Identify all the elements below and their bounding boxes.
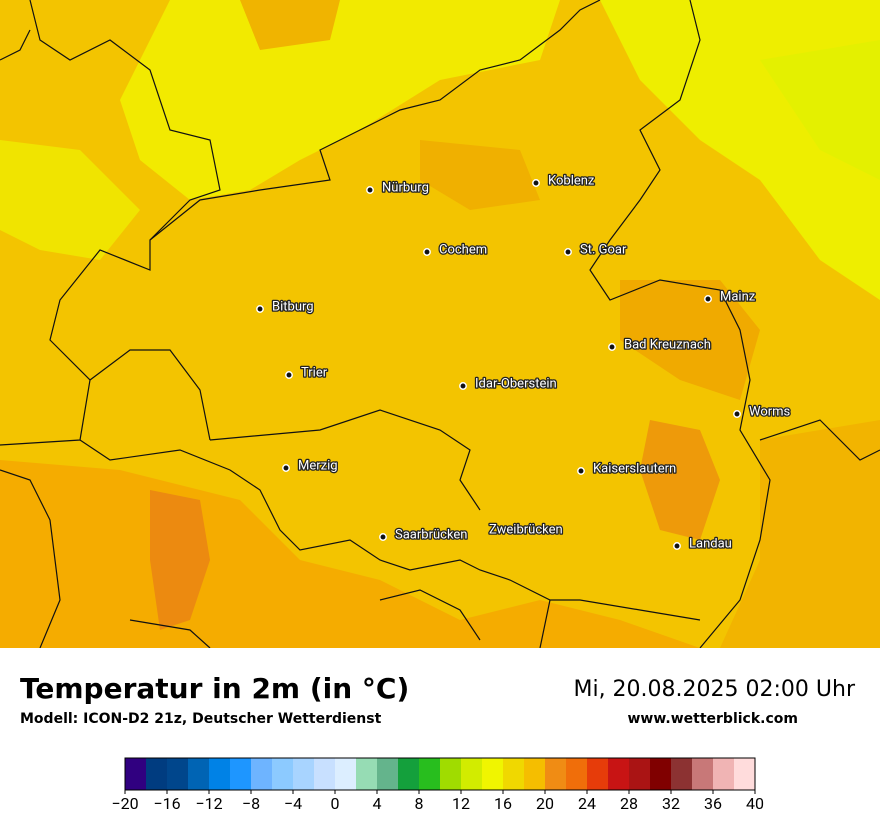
datetime: Mi, 20.08.2025 02:00 Uhr bbox=[573, 677, 855, 702]
colorbar-swatch bbox=[419, 758, 441, 790]
colorbar-tick-label: −16 bbox=[153, 794, 180, 813]
colorbar-swatch bbox=[356, 758, 378, 790]
colorbar-tick-label: −20 bbox=[111, 794, 138, 813]
colorbar-swatch bbox=[167, 758, 189, 790]
website: www.wetterblick.com bbox=[628, 711, 799, 727]
city-dot bbox=[379, 533, 387, 541]
colorbar-swatch bbox=[377, 758, 399, 790]
colorbar-tick-label: 8 bbox=[415, 794, 424, 813]
colorbar-tick-label: 16 bbox=[494, 794, 512, 813]
colorbar-tick-label: 24 bbox=[578, 794, 596, 813]
title: Temperatur in 2m (in °C) bbox=[20, 672, 409, 705]
colorbar-tick-label: −4 bbox=[284, 794, 302, 813]
subtitle: Modell: ICON-D2 21z, Deutscher Wetterdie… bbox=[20, 711, 382, 727]
city-dot bbox=[704, 295, 712, 303]
city-label: Zweibrücken bbox=[489, 522, 563, 537]
city-label: Nürburg bbox=[382, 180, 429, 195]
city-dot bbox=[608, 343, 616, 351]
city-dot bbox=[285, 371, 293, 379]
colorbar-swatch bbox=[566, 758, 588, 790]
colorbar-tick-label: 0 bbox=[331, 794, 340, 813]
city-dot bbox=[733, 410, 741, 418]
city-label: Koblenz bbox=[548, 173, 595, 188]
city-label: Saarbrücken bbox=[395, 527, 467, 542]
colorbar-swatch bbox=[671, 758, 693, 790]
colorbar-frame bbox=[124, 757, 756, 791]
colorbar-swatch bbox=[314, 758, 336, 790]
colorbar-swatch bbox=[734, 758, 756, 790]
colorbar-tick-label: 36 bbox=[704, 794, 722, 813]
colorbar-swatch bbox=[503, 758, 525, 790]
footer: Temperatur in 2m (in °C) Modell: ICON-D2… bbox=[20, 672, 856, 813]
colorbar-swatch bbox=[230, 758, 252, 790]
city-dot bbox=[673, 542, 681, 550]
colorbar-swatch bbox=[272, 758, 294, 790]
colorbar-swatch bbox=[146, 758, 168, 790]
borders bbox=[0, 0, 880, 648]
city-label: Cochem bbox=[439, 242, 487, 257]
colorbar-swatch bbox=[461, 758, 483, 790]
city-label: Merzig bbox=[298, 458, 338, 473]
colorbar-swatch bbox=[398, 758, 420, 790]
temperature-field bbox=[0, 0, 880, 648]
map: Nürburg Koblenz Cochem St. Goar Mainz Bitburg… bbox=[0, 0, 880, 648]
colorbar-tick-label: 12 bbox=[452, 794, 470, 813]
colorbar: −20 −16 −12 −8 −4 0 4 8 12 16 20 24 28 32 36 40 bbox=[111, 757, 764, 813]
city-label: Bad Kreuznach bbox=[624, 337, 711, 352]
city-label: Idar-Oberstein bbox=[475, 376, 557, 391]
colorbar-tick-label: 4 bbox=[373, 794, 382, 813]
colorbar-tick-label: 28 bbox=[620, 794, 638, 813]
colorbar-tick-label: 40 bbox=[746, 794, 764, 813]
city-label: Trier bbox=[301, 365, 328, 380]
colorbar-tick-label: −12 bbox=[195, 794, 222, 813]
colorbar-swatch bbox=[125, 758, 147, 790]
city-label: Kaiserslautern bbox=[593, 461, 676, 476]
colorbar-tick-label: −8 bbox=[242, 794, 260, 813]
city-dot bbox=[423, 248, 431, 256]
colorbar-swatch bbox=[293, 758, 315, 790]
colorbar-swatch bbox=[251, 758, 273, 790]
colorbar-swatch bbox=[629, 758, 651, 790]
city-dot bbox=[366, 186, 374, 194]
city-label: Worms bbox=[749, 404, 791, 419]
colorbar-swatch bbox=[335, 758, 357, 790]
colorbar-swatch bbox=[650, 758, 672, 790]
colorbar-swatch bbox=[692, 758, 714, 790]
cities: Nürburg Koblenz Cochem St. Goar Mainz Bitburg… bbox=[256, 172, 792, 553]
colorbar-swatch bbox=[209, 758, 231, 790]
colorbar-swatch bbox=[188, 758, 210, 790]
city-label: St. Goar bbox=[580, 242, 627, 257]
city-dot bbox=[256, 305, 264, 313]
colorbar-tick-label: 32 bbox=[662, 794, 680, 813]
city-label: Landau bbox=[689, 536, 732, 551]
city-dot bbox=[532, 179, 540, 187]
colorbar-swatch bbox=[524, 758, 546, 790]
city-dot bbox=[459, 382, 467, 390]
colorbar-swatch bbox=[587, 758, 609, 790]
city-dot bbox=[564, 248, 572, 256]
city-label: Bitburg bbox=[272, 299, 314, 314]
colorbar-tick-label: 20 bbox=[536, 794, 554, 813]
colorbar-swatch bbox=[440, 758, 462, 790]
city-dot bbox=[282, 464, 290, 472]
city-dot bbox=[577, 467, 585, 475]
colorbar-swatch bbox=[608, 758, 630, 790]
city-label: Mainz bbox=[720, 289, 756, 304]
colorbar-swatch bbox=[482, 758, 504, 790]
colorbar-swatch bbox=[713, 758, 735, 790]
colorbar-swatch bbox=[545, 758, 567, 790]
